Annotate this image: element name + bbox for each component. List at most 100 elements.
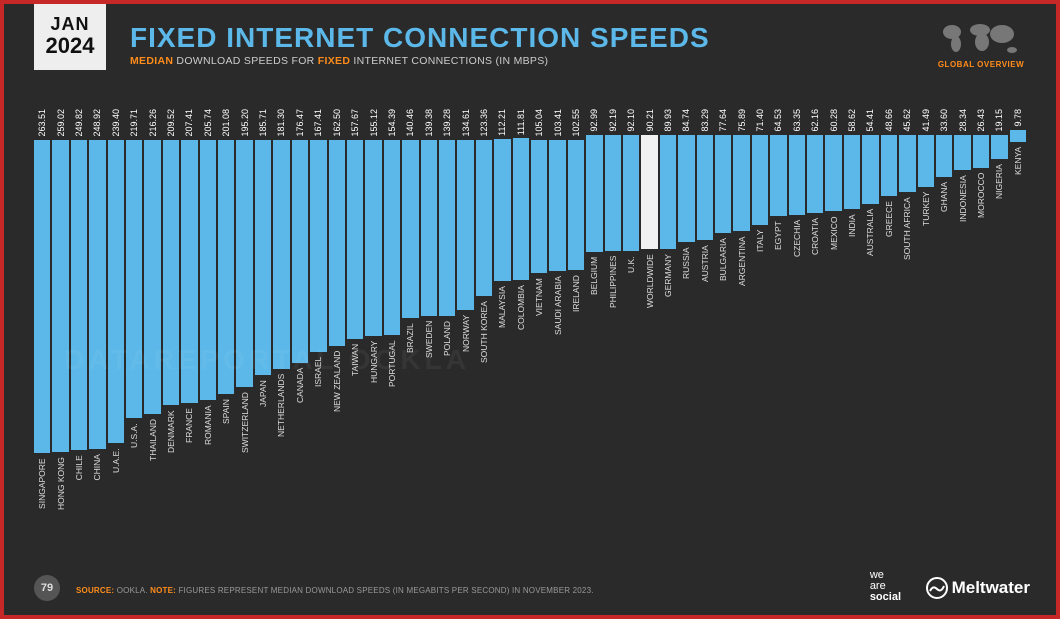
subtitle-suffix: INTERNET CONNECTIONS (IN MBPS) — [350, 55, 548, 67]
bar-column: 216.26THAILAND — [144, 109, 160, 535]
bar — [991, 135, 1007, 159]
bar-category-label: GERMANY — [663, 254, 673, 336]
bar-column: 176.47CANADA — [292, 109, 308, 535]
bar-category-label: MOROCCO — [976, 173, 986, 255]
bar-column: 102.55IRELAND — [568, 109, 584, 535]
bar-column: 239.40U.A.E. — [108, 109, 124, 535]
slide-subtitle: MEDIAN DOWNLOAD SPEEDS FOR FIXED INTERNE… — [130, 55, 548, 67]
bar — [476, 140, 492, 296]
bar-value-label: 54.41 — [865, 109, 875, 132]
bar-category-label: BRAZIL — [405, 323, 415, 405]
bar — [421, 140, 437, 317]
bar — [402, 140, 418, 318]
bar — [623, 135, 639, 252]
logo-word-social: social — [870, 592, 901, 603]
bar-category-label: PORTUGAL — [387, 340, 397, 422]
bar-category-label: NEW ZEALAND — [332, 351, 342, 433]
bar-column: 58.62 INDIA — [844, 109, 860, 535]
bar-value-label: 216.26 — [148, 109, 158, 137]
bar-column: 92.19PHILIPPINES — [605, 109, 621, 535]
bar-category-label: INDIA — [847, 214, 857, 296]
source-label: SOURCE: — [76, 586, 114, 595]
bar-category-label: BELGIUM — [589, 257, 599, 339]
bar — [936, 135, 952, 178]
footer: 79 SOURCE: OOKLA. NOTE: FIGURES REPRESEN… — [4, 563, 1056, 615]
bar-column: 77.64BULGARIA — [715, 109, 731, 535]
bar-value-label: 154.39 — [387, 109, 397, 137]
bar-column: 112.21MALAYSIA — [494, 109, 510, 535]
bar-value-label: 155.12 — [369, 109, 379, 137]
bar-column: 201.08SPAIN — [218, 109, 234, 535]
bar-category-label: FRANCE — [184, 408, 194, 490]
bar-column: 89.93GERMANY — [660, 109, 676, 535]
bar — [384, 140, 400, 336]
bar-category-label: PHILIPPINES — [608, 256, 618, 338]
bar — [71, 140, 87, 450]
bar — [34, 140, 50, 454]
bar-value-label: 140.46 — [405, 109, 415, 137]
bar-value-label: 248.92 — [92, 109, 102, 137]
bar-category-label: SWEDEN — [424, 321, 434, 403]
bar-category-label: CANADA — [295, 368, 305, 450]
bar-value-label: 58.62 — [847, 109, 857, 132]
bar-category-label: DENMARK — [166, 410, 176, 492]
bar-value-label: 134.61 — [461, 109, 471, 137]
bar-column: 41.49TURKEY — [918, 109, 934, 535]
bar-category-label: MALAYSIA — [497, 286, 507, 368]
bar-value-label: 26.43 — [976, 109, 986, 132]
bar — [1010, 130, 1026, 142]
bar — [549, 140, 565, 271]
bar — [715, 135, 731, 233]
bar-category-label: TAIWAN — [350, 344, 360, 426]
bar-category-label: CHINA — [92, 454, 102, 535]
bar — [200, 140, 216, 401]
bar-value-label: 92.99 — [589, 109, 599, 132]
date-month: JAN — [34, 14, 106, 35]
bar — [568, 140, 584, 270]
bar-category-label: IRELAND — [571, 275, 581, 357]
bar — [89, 140, 105, 450]
meltwater-text: Meltwater — [952, 578, 1030, 598]
bar-category-label: SOUTH AFRICA — [902, 197, 912, 279]
bar-category-label: EGYPT — [773, 221, 783, 303]
bar-category-label: CZECHIA — [792, 220, 802, 302]
bar-column: 90.21WORLDWIDE — [641, 109, 657, 535]
bar-value-label: 195.20 — [240, 109, 250, 137]
bar-category-label: ARGENTINA — [737, 236, 747, 318]
bar — [347, 140, 363, 340]
bar-value-label: 60.28 — [829, 109, 839, 132]
bar-value-label: 123.36 — [479, 109, 489, 137]
bar — [825, 135, 841, 211]
bar-category-label: SWITZERLAND — [240, 392, 250, 474]
bar-category-label: GREECE — [884, 201, 894, 283]
date-badge: JAN 2024 — [34, 4, 106, 70]
bar — [678, 135, 694, 242]
bar-column: 64.53EGYPT — [770, 109, 786, 535]
bar-column: 259.02HONG KONG — [52, 109, 68, 535]
bar-value-label: 139.38 — [424, 109, 434, 137]
source-line: SOURCE: OOKLA. NOTE: FIGURES REPRESENT M… — [76, 586, 594, 595]
bar-column: 45.62SOUTH AFRICA — [899, 109, 915, 535]
bar-category-label: NETHERLANDS — [276, 374, 286, 456]
bar — [457, 140, 473, 311]
bar-category-label: ROMANIA — [203, 405, 213, 487]
bar-value-label: 249.82 — [74, 109, 84, 137]
bar-column: 83.29AUSTRIA — [697, 109, 713, 535]
bar — [586, 135, 602, 253]
bar-value-label: 62.16 — [810, 109, 820, 132]
bar-column: 103.41SAUDI ARABIA — [549, 109, 565, 535]
bar-category-label: SINGAPORE — [37, 458, 47, 535]
bar — [218, 140, 234, 395]
bar-column: 134.61NORWAY — [457, 109, 473, 535]
subtitle-highlight-2: FIXED — [318, 55, 350, 67]
bar — [973, 135, 989, 169]
bar-value-label: 209.52 — [166, 109, 176, 137]
bar-value-label: 201.08 — [221, 109, 231, 137]
source-name: OOKLA. — [114, 586, 150, 595]
bar-value-label: 167.41 — [313, 109, 323, 137]
bar — [844, 135, 860, 209]
bar-column: 28.34INDONESIA — [954, 109, 970, 535]
world-map-icon — [936, 18, 1026, 58]
bar-column: 63.35CZECHIA — [789, 109, 805, 535]
bar — [899, 135, 915, 193]
